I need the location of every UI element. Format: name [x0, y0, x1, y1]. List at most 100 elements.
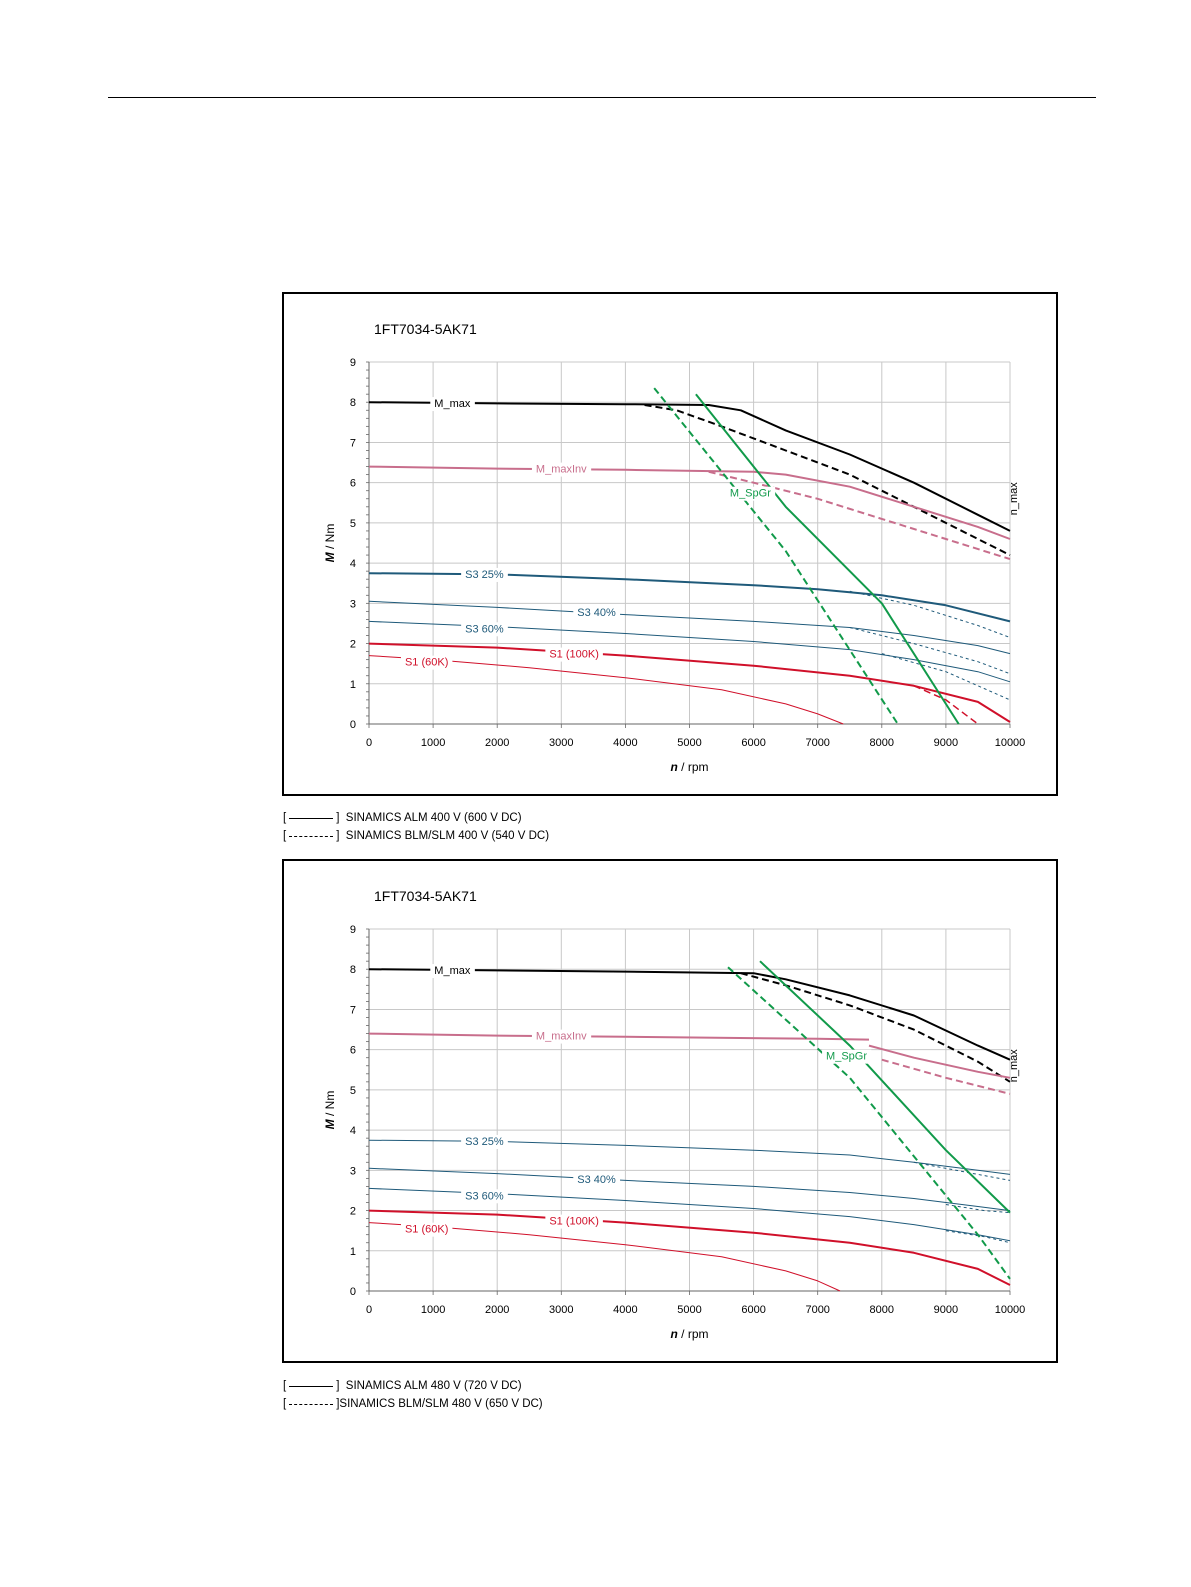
- series-label-m-maxinv: M_maxInv: [532, 1030, 591, 1044]
- series-label-text: M_max: [434, 965, 471, 977]
- y-tick-label: 3: [350, 1165, 356, 1177]
- series-label-text: M_maxInv: [536, 464, 587, 476]
- series-label-s1-100k: S1 (100K): [545, 1215, 603, 1229]
- y-tick-label: 3: [350, 598, 356, 610]
- series-m-spgr: [760, 961, 1010, 1212]
- y-axis-unit: / Nm: [323, 1091, 337, 1120]
- series-m-maxinv: [369, 1034, 869, 1040]
- series-label-text: S3 40%: [577, 1174, 616, 1186]
- series-label-text: M_max: [434, 398, 471, 410]
- series-m-spgr-dashed: [654, 388, 898, 724]
- chart-frame-2: 1FT7034-5AK71 0 1000 2000 3000 4000 5000 6000 70…: [282, 859, 1058, 1363]
- legend-solid-row: [] SINAMICS ALM 400 V (600 V DC): [283, 809, 549, 827]
- x-tick-label: 9000: [934, 1304, 958, 1316]
- x-tick-label: 5000: [677, 737, 701, 749]
- series-label-text: S1 (100K): [549, 1216, 599, 1228]
- series-s3-60-dashed: [946, 1231, 1010, 1243]
- series-label-text: S1 (100K): [549, 649, 599, 661]
- grid: [369, 929, 1010, 1291]
- x-tick-label: 5000: [677, 1304, 701, 1316]
- x-tick-label: 1000: [421, 1304, 445, 1316]
- legend-dashed-label: SINAMICS BLM/SLM 480 V (650 V DC): [339, 1395, 542, 1413]
- x-tick-label: 3000: [549, 737, 573, 749]
- x-tick-label: 2000: [485, 737, 509, 749]
- y-tick-label: 7: [350, 437, 356, 449]
- x-axis-unit: / rpm: [678, 760, 709, 774]
- y-axis-label: M / Nm: [323, 1091, 337, 1130]
- series-label-m-spgr: M_SpGr: [726, 487, 775, 501]
- y-tick-label: 5: [350, 1085, 356, 1097]
- x-tick-label: 10000: [995, 1304, 1026, 1316]
- series-label-s1-60k: S1 (60K): [401, 656, 452, 670]
- y-tick-label: 5: [350, 518, 356, 530]
- n-max-label: n_max: [1008, 1049, 1020, 1083]
- series-m-max-dashed: [645, 405, 1010, 555]
- x-tick-label: 2000: [485, 1304, 509, 1316]
- y-tick-label: 2: [350, 639, 356, 651]
- y-tick-label: 9: [350, 357, 356, 369]
- y-axis-label: M / Nm: [323, 524, 337, 563]
- chart-title: 1FT7034-5AK71: [374, 321, 477, 337]
- legend-1: [] SINAMICS ALM 400 V (600 V DC) [] SINA…: [283, 809, 549, 845]
- y-tick-label: 1: [350, 1246, 356, 1258]
- y-tick-label: 4: [350, 558, 356, 570]
- series-label-text: M_SpGr: [826, 1051, 867, 1063]
- solid-line-swatch: [289, 1386, 333, 1387]
- dashed-line-swatch: [289, 1404, 333, 1405]
- y-tick-label: 0: [350, 719, 356, 731]
- y-tick-label: 8: [350, 397, 356, 409]
- x-tick-label: 9000: [934, 737, 958, 749]
- chart-frame-1: 1FT7034-5AK71 0 1000 2000 3000 4000 5000 6000 70…: [282, 292, 1058, 796]
- series-m-spgr: [696, 394, 959, 724]
- series-label-s3-25: S3 25%: [461, 568, 508, 582]
- series-label-s3-60: S3 60%: [461, 622, 508, 636]
- series-label-m-max: M_max: [430, 397, 475, 411]
- series-label-s3-40: S3 40%: [573, 1173, 620, 1187]
- series-label-text: S3 25%: [465, 569, 504, 581]
- series-label-s1-100k: S1 (100K): [545, 648, 603, 662]
- series-label-m-maxinv: M_maxInv: [532, 463, 591, 477]
- x-tick-label: 4000: [613, 1304, 637, 1316]
- solid-line-swatch: [289, 818, 333, 819]
- x-tick-label: 7000: [805, 1304, 829, 1316]
- n-max-label: n_max: [1008, 482, 1020, 516]
- series-label-text: S1 (60K): [405, 1224, 448, 1236]
- x-tick-label: 8000: [870, 737, 894, 749]
- dashed-line-swatch: [289, 836, 333, 837]
- y-tick-label: 6: [350, 478, 356, 490]
- series-label-text: S1 (60K): [405, 657, 448, 669]
- y-tick-label: 6: [350, 1045, 356, 1057]
- legend-dashed-row: [] SINAMICS BLM/SLM 480 V (650 V DC): [283, 1395, 543, 1413]
- series-label-text: S3 60%: [465, 1190, 504, 1202]
- series-label-text: S3 25%: [465, 1136, 504, 1148]
- y-tick-label: 7: [350, 1004, 356, 1016]
- x-tick-label: 7000: [805, 737, 829, 749]
- legend-dashed-label: SINAMICS BLM/SLM 400 V (540 V DC): [346, 827, 549, 845]
- y-tick-label: 9: [350, 924, 356, 936]
- series-m-spgr-dashed: [728, 967, 1010, 1279]
- y-tick-label: 8: [350, 964, 356, 976]
- series-label-s3-25: S3 25%: [461, 1135, 508, 1149]
- series-label-text: S3 40%: [577, 607, 616, 619]
- grid: [369, 362, 1010, 724]
- legend-2: [] SINAMICS ALM 480 V (720 V DC) [] SINA…: [283, 1377, 543, 1413]
- series-label-m-max: M_max: [430, 964, 475, 978]
- legend-solid-label: SINAMICS ALM 400 V (600 V DC): [346, 809, 522, 827]
- series-label-s3-60: S3 60%: [461, 1189, 508, 1203]
- legend-solid-row: [] SINAMICS ALM 480 V (720 V DC): [283, 1377, 543, 1395]
- x-axis-unit: / rpm: [678, 1327, 709, 1341]
- y-axis-unit: / Nm: [323, 524, 337, 553]
- series-label-s3-40: S3 40%: [573, 606, 620, 620]
- y-tick-label: 4: [350, 1125, 356, 1137]
- x-axis-label: n / rpm: [670, 760, 708, 774]
- series-m-max-dashed: [741, 973, 1010, 1082]
- series-label-text: S3 60%: [465, 623, 504, 635]
- chart-title: 1FT7034-5AK71: [374, 888, 477, 904]
- header-rule: [108, 97, 1096, 98]
- legend-dashed-row: [] SINAMICS BLM/SLM 400 V (540 V DC): [283, 827, 549, 845]
- series-label-text: M_maxInv: [536, 1031, 587, 1043]
- x-tick-label: 6000: [741, 1304, 765, 1316]
- series-label-m-spgr: M_SpGr: [822, 1050, 871, 1064]
